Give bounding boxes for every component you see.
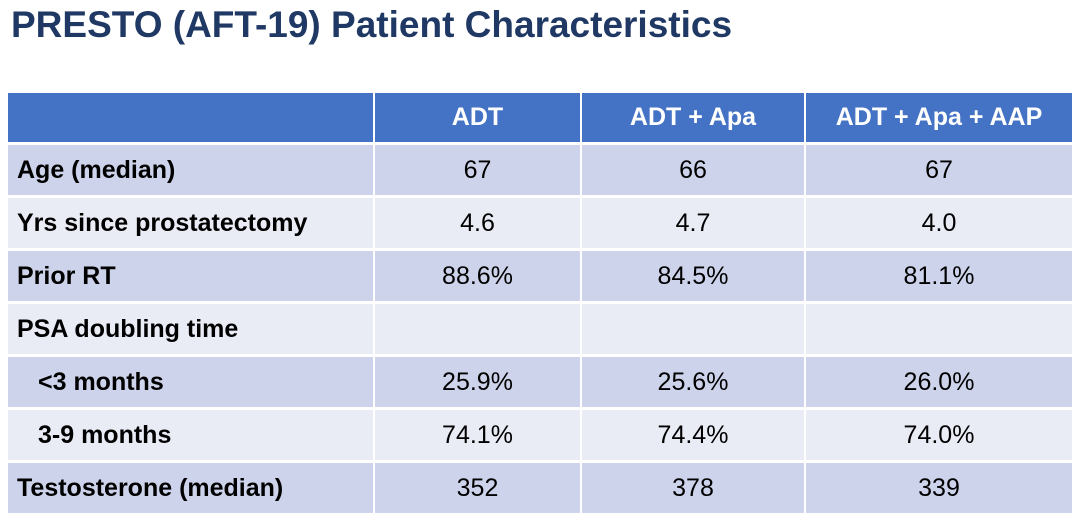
table-row-age-median: Age (median) 67 66 67 (8, 145, 1072, 198)
slide-title: PRESTO (AFT-19) Patient Characteristics (11, 4, 733, 45)
row-label: Testosterone (median) (8, 463, 375, 516)
table-row-testosterone-median: Testosterone (median) 352 378 339 (8, 463, 1072, 516)
column-header-adt: ADT (375, 93, 582, 145)
cell-value: 88.6% (375, 251, 582, 304)
cell-value: 25.6% (582, 357, 806, 410)
cell-value (582, 304, 806, 357)
cell-value: 4.7 (582, 198, 806, 251)
cell-value: 339 (806, 463, 1072, 516)
table-row-3-9-months: 3-9 months 74.1% 74.4% 74.0% (8, 410, 1072, 463)
table-row-lt3-months: <3 months 25.9% 25.6% 26.0% (8, 357, 1072, 410)
cell-value: 378 (582, 463, 806, 516)
cell-value: 4.6 (375, 198, 582, 251)
cell-value: 25.9% (375, 357, 582, 410)
cell-value (806, 304, 1072, 357)
row-label: 3-9 months (8, 410, 375, 463)
cell-value: 66 (582, 145, 806, 198)
row-label: Prior RT (8, 251, 375, 304)
table-row-prior-rt: Prior RT 88.6% 84.5% 81.1% (8, 251, 1072, 304)
cell-value (375, 304, 582, 357)
cell-value: 352 (375, 463, 582, 516)
cell-value: 67 (806, 145, 1072, 198)
cell-value: 4.0 (806, 198, 1072, 251)
cell-value: 67 (375, 145, 582, 198)
cell-value: 84.5% (582, 251, 806, 304)
column-header-adt-apa: ADT + Apa (582, 93, 806, 145)
cell-value: 26.0% (806, 357, 1072, 410)
patient-characteristics-table: ADT ADT + Apa ADT + Apa + AAP Age (media… (8, 93, 1072, 516)
row-label: Yrs since prostatectomy (8, 198, 375, 251)
row-label: PSA doubling time (8, 304, 375, 357)
cell-value: 81.1% (806, 251, 1072, 304)
table-header-row: ADT ADT + Apa ADT + Apa + AAP (8, 93, 1072, 145)
table-row-psa-doubling-time: PSA doubling time (8, 304, 1072, 357)
cell-value: 74.0% (806, 410, 1072, 463)
column-header-empty (8, 93, 375, 145)
cell-value: 74.1% (375, 410, 582, 463)
table-row-yrs-since-prostatectomy: Yrs since prostatectomy 4.6 4.7 4.0 (8, 198, 1072, 251)
column-header-adt-apa-aap: ADT + Apa + AAP (806, 93, 1072, 145)
row-label: Age (median) (8, 145, 375, 198)
row-label: <3 months (8, 357, 375, 410)
cell-value: 74.4% (582, 410, 806, 463)
